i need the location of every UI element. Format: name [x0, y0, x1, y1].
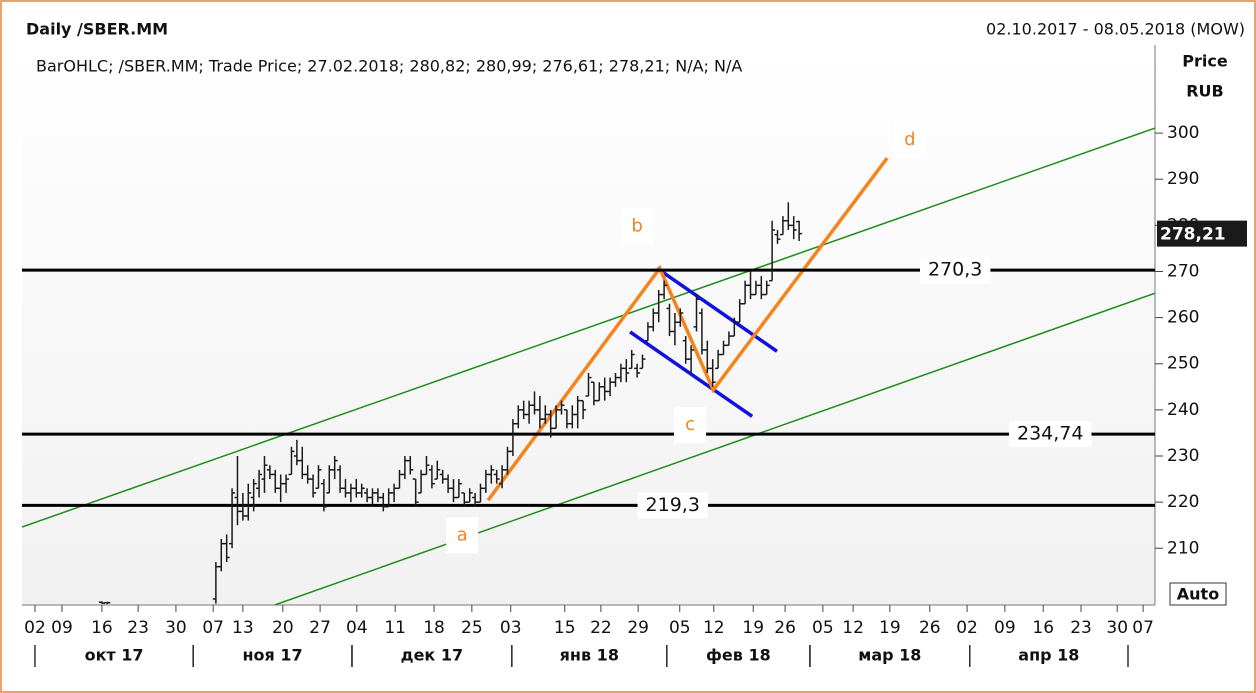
wave-label: a [457, 524, 468, 545]
y-tick-label: 300 [1167, 123, 1199, 143]
x-tick-label: 05 [669, 618, 691, 638]
month-label: мар 18 [858, 646, 921, 665]
wave-label: b [631, 215, 642, 236]
x-tick-label: 09 [51, 618, 73, 638]
x-tick-label: 27 [309, 618, 331, 638]
y-axis-title: Price [1182, 52, 1228, 71]
scale-mode[interactable]: Auto [1177, 585, 1219, 604]
month-label: апр 18 [1018, 646, 1079, 665]
y-tick-label: 230 [1167, 446, 1199, 466]
x-tick-label: 02 [956, 618, 978, 638]
last-price-label: 278,21 [1160, 225, 1226, 245]
y-tick-label: 220 [1167, 492, 1199, 512]
plot-area [22, 45, 1155, 605]
x-tick-label: 05 [812, 618, 834, 638]
legend: BarOHLC; /SBER.MM; Trade Price; 27.02.20… [36, 57, 742, 76]
trend-line [629, 330, 754, 418]
x-tick-label: 30 [1106, 618, 1128, 638]
y-tick-label: 210 [1167, 538, 1199, 558]
x-tick-label: 15 [554, 618, 576, 638]
x-tick-label: 16 [91, 618, 113, 638]
level-label: 219,3 [646, 494, 700, 516]
x-tick-label: 11 [384, 618, 406, 638]
wave-label-bg [893, 122, 926, 159]
chart-title: Daily /SBER.MM [26, 20, 168, 39]
x-tick-label: 09 [994, 618, 1016, 638]
x-tick-label: 23 [127, 618, 149, 638]
month-label: фев 18 [706, 646, 771, 665]
trend-line [486, 156, 889, 502]
x-tick-label: 26 [919, 618, 941, 638]
trend-line [656, 266, 778, 353]
y-axis-unit: RUB [1186, 82, 1224, 101]
trend-line [22, 127, 1155, 528]
x-tick-label: 25 [461, 618, 483, 638]
x-tick-label: 23 [1070, 618, 1092, 638]
x-tick-label: 26 [774, 618, 796, 638]
x-tick-label: 19 [742, 618, 764, 638]
date-range: 02.10.2017 - 08.05.2018 (MOW) [986, 20, 1245, 39]
level-label-bg [919, 257, 991, 284]
wave-label-bg [621, 208, 654, 245]
y-tick-label: 270 [1167, 261, 1199, 281]
x-tick-label: 29 [627, 618, 649, 638]
last-price-box [1157, 220, 1247, 247]
x-tick-label: 22 [590, 618, 612, 638]
level-label: 234,74 [1017, 423, 1083, 445]
month-label: дек 17 [401, 646, 463, 665]
x-tick-label: 12 [703, 618, 725, 638]
wave-label: d [904, 129, 915, 150]
month-label: янв 18 [560, 646, 619, 665]
level-label: 270,3 [928, 259, 982, 281]
x-tick-label: 02 [24, 618, 46, 638]
plot-layer [22, 127, 1155, 605]
y-tick-label: 290 [1167, 169, 1199, 189]
x-tick-label: 20 [272, 618, 294, 638]
wave-label: c [685, 414, 695, 435]
x-tick-label: 19 [879, 618, 901, 638]
x-tick-label: 07 [202, 618, 224, 638]
month-label: ноя 17 [242, 646, 302, 665]
x-tick-label: 04 [346, 618, 368, 638]
level-label-bg [637, 492, 708, 519]
x-tick-label: 18 [423, 618, 445, 638]
x-tick-label: 30 [165, 618, 187, 638]
wave-label-bg [674, 407, 707, 444]
y-tick-label: 240 [1167, 400, 1199, 420]
trend-line [274, 292, 1155, 605]
y-tick-label: 260 [1167, 308, 1199, 328]
x-tick-label: 16 [1032, 618, 1054, 638]
wave-label-bg [446, 517, 479, 554]
y-tick-label: 250 [1167, 354, 1199, 374]
level-label-bg [1008, 421, 1092, 448]
x-tick-label: 07 [1132, 618, 1154, 638]
month-label: окт 17 [85, 646, 144, 665]
scale-mode-box[interactable] [1169, 582, 1227, 606]
x-tick-label: 03 [500, 618, 522, 638]
x-tick-label: 13 [232, 618, 254, 638]
x-tick-label: 12 [842, 618, 864, 638]
